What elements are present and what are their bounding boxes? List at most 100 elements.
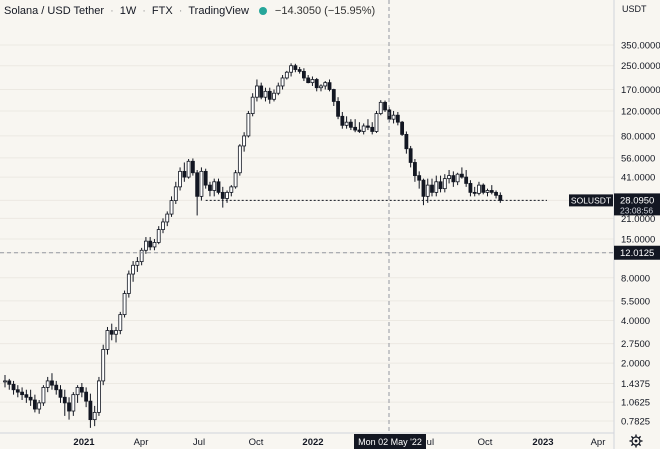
candle <box>272 89 276 102</box>
candle <box>20 387 24 401</box>
candle <box>344 116 349 129</box>
price-tick-label: 4.0000 <box>621 316 650 327</box>
candle <box>306 75 311 84</box>
candle <box>114 326 118 343</box>
gear-icon[interactable] <box>629 434 643 448</box>
candle <box>97 376 101 416</box>
candle <box>105 326 110 355</box>
price-tick-label: 2.0000 <box>621 359 650 370</box>
candle <box>489 185 494 195</box>
candle <box>319 84 323 92</box>
price-tick-label: 80.0000 <box>621 131 655 142</box>
candle <box>459 167 464 179</box>
candle <box>148 237 153 251</box>
candle <box>54 380 59 395</box>
candle <box>331 88 336 107</box>
candle <box>400 120 405 136</box>
candle <box>58 385 63 403</box>
crosshair-price-label: 12.0125 <box>614 245 660 260</box>
candle <box>336 97 340 120</box>
candle <box>24 389 29 403</box>
price-tick-label: 120.0000 <box>621 106 660 117</box>
candle <box>378 100 383 116</box>
candle <box>41 385 46 406</box>
candle <box>374 110 379 133</box>
candle <box>280 75 285 90</box>
candle <box>327 79 332 92</box>
time-axis[interactable]: 2021 Apr Jul Oct 2022 Jul Oct 2023 Apr <box>73 437 605 448</box>
candle <box>259 82 264 100</box>
chart-legend: Solana / USD Tether · 1W · FTX · Trading… <box>4 3 375 19</box>
candle <box>323 81 328 90</box>
candle <box>169 196 174 217</box>
candle <box>32 394 37 413</box>
candle <box>237 144 242 176</box>
candle <box>366 119 370 131</box>
price-tick-label: 41.0000 <box>621 173 655 184</box>
candle <box>301 68 306 82</box>
candle <box>84 387 89 408</box>
time-tick-label: 2023 <box>532 437 553 448</box>
last-price-label: 28.0950 23:08:56 <box>614 193 660 216</box>
candle <box>361 123 366 135</box>
price-tick-label: 250.0000 <box>621 61 660 72</box>
candle <box>477 181 481 196</box>
candle <box>88 393 93 428</box>
candle <box>464 170 469 187</box>
price-axis[interactable]: 350.0000 250.0000 170.0000 120.0000 80.0000 5… <box>621 41 660 428</box>
candle <box>28 389 33 406</box>
candle <box>455 172 460 186</box>
candle <box>395 111 400 126</box>
candle <box>481 183 486 195</box>
candle <box>139 247 144 266</box>
price-tick-label: 8.0000 <box>621 273 650 284</box>
exchange-label: FTX <box>151 5 173 17</box>
candle <box>131 261 136 282</box>
candle <box>408 145 413 168</box>
candle <box>144 237 148 254</box>
candle <box>250 93 255 117</box>
candle <box>50 373 54 390</box>
candle <box>425 178 430 203</box>
source-label: TradingView <box>188 5 249 17</box>
candle <box>284 70 289 80</box>
candle <box>118 311 123 335</box>
candle <box>195 170 200 216</box>
candle <box>161 218 165 234</box>
currency-label[interactable]: USDT <box>622 4 647 14</box>
time-tick-label: Apr <box>134 437 149 448</box>
candle <box>297 66 302 74</box>
time-tick-label: 2022 <box>302 437 323 448</box>
candle <box>289 63 293 77</box>
interval-label[interactable]: 1W <box>119 5 137 17</box>
candle <box>101 344 106 386</box>
candle <box>79 382 84 398</box>
candle <box>485 188 490 197</box>
candle <box>178 167 182 191</box>
legend-separator: · <box>110 5 114 17</box>
candle <box>186 159 191 179</box>
candle <box>3 375 7 388</box>
candle <box>220 186 225 208</box>
time-tick-label: Apr <box>591 437 606 448</box>
time-tick-label: Oct <box>249 437 264 448</box>
candle <box>15 385 20 398</box>
price-tick-label: 1.4375 <box>621 379 650 390</box>
candle <box>203 168 208 189</box>
candle <box>276 82 281 96</box>
time-tick-label: Jul <box>193 437 205 448</box>
market-status-icon[interactable] <box>258 7 267 15</box>
symbol-name[interactable]: Solana / USD Tether <box>4 5 105 17</box>
candle <box>199 167 204 201</box>
candle <box>71 392 76 416</box>
candle <box>447 170 451 184</box>
candle <box>442 174 447 193</box>
svg-text:Mon 02 May '22: Mon 02 May '22 <box>358 437 422 447</box>
candle <box>67 397 71 420</box>
candle <box>430 178 434 197</box>
symbol-label: SOLUSDT <box>569 194 613 207</box>
candle <box>216 178 221 195</box>
candle <box>383 100 387 112</box>
